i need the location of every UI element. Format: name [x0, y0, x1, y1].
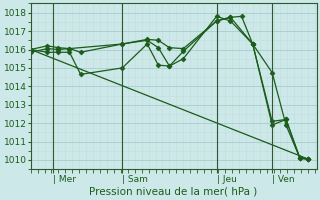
X-axis label: Pression niveau de la mer( hPa ): Pression niveau de la mer( hPa )	[90, 187, 258, 197]
